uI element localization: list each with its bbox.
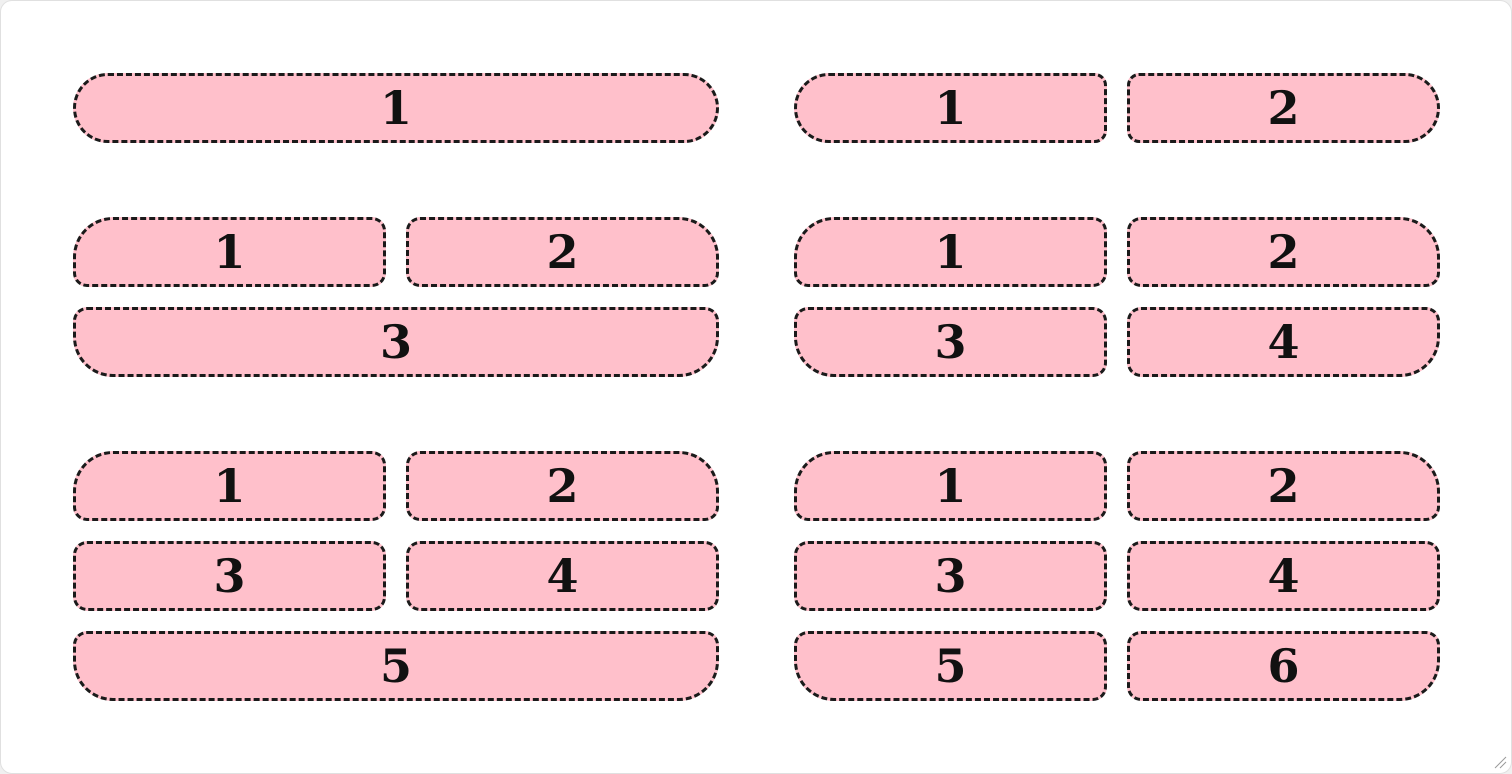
grid-cell: 5 bbox=[73, 631, 719, 701]
grid-cell: 2 bbox=[1127, 217, 1440, 287]
grid-cell: 5 bbox=[794, 631, 1107, 701]
grid-cell: 1 bbox=[73, 73, 719, 143]
grid-cell: 3 bbox=[794, 307, 1107, 377]
grid-cell: 1 bbox=[794, 73, 1107, 143]
grid-cell: 2 bbox=[1127, 451, 1440, 521]
resize-handle-icon[interactable] bbox=[1493, 755, 1507, 769]
grid-cell: 1 bbox=[794, 217, 1107, 287]
grid-1-item: 1 bbox=[73, 73, 719, 143]
grid-cell: 3 bbox=[73, 541, 386, 611]
grid-cell: 1 bbox=[73, 451, 386, 521]
grid-cell: 3 bbox=[794, 541, 1107, 611]
grid-cell: 4 bbox=[1127, 307, 1440, 377]
grid-4-items: 1 2 3 4 bbox=[794, 217, 1440, 377]
grid-6-items: 1 2 3 4 5 6 bbox=[794, 451, 1440, 701]
grid-cell: 2 bbox=[406, 217, 719, 287]
grid-3-items: 1 2 3 bbox=[73, 217, 719, 377]
grid-cell: 3 bbox=[73, 307, 719, 377]
grid-2-items: 1 2 bbox=[794, 73, 1440, 143]
grid-cell: 4 bbox=[1127, 541, 1440, 611]
grid-cell: 2 bbox=[1127, 73, 1440, 143]
grid-5-items: 1 2 3 4 5 bbox=[73, 451, 719, 701]
grid-cell: 6 bbox=[1127, 631, 1440, 701]
grid-cell: 2 bbox=[406, 451, 719, 521]
grid-cell: 4 bbox=[406, 541, 719, 611]
grid-cell: 1 bbox=[73, 217, 386, 287]
grid-cell: 1 bbox=[794, 451, 1107, 521]
